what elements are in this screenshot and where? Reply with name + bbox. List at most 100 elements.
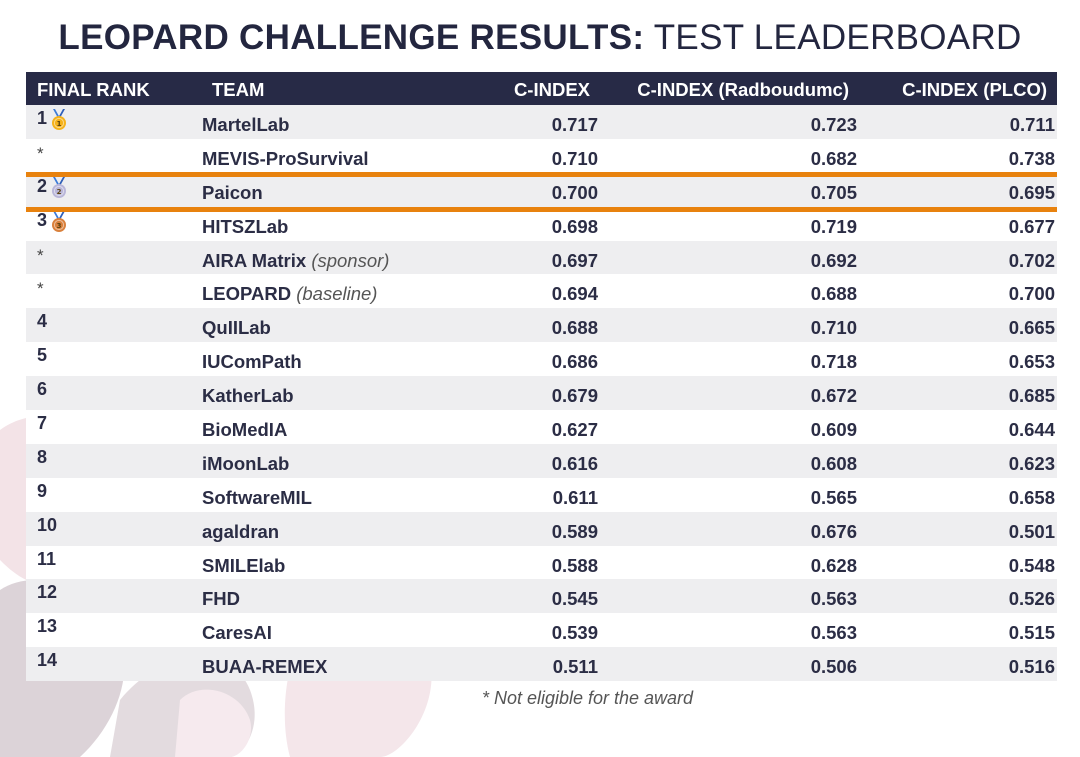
header-team: TEAM [212,79,265,100]
cindex-plco-value: 0.702 [1008,249,1055,271]
cindex-value: 0.686 [551,351,598,373]
rank-cell: 11 [37,549,56,570]
footnote: * Not eligible for the award [481,688,694,708]
team-cell: IUComPath [202,351,302,373]
team-cell: BUAA-REMEX [202,656,327,678]
header-cindex-radboudumc: C-INDEX (Radboudumc) [637,79,849,100]
team-name: MEVIS-ProSurvival [202,147,369,169]
svg-text:2: 2 [57,188,62,196]
rank-cell: 7 [37,413,47,434]
team-note: (baseline) [296,283,378,305]
rank-value: 12 [37,582,58,603]
cindex-value: 0.588 [551,554,598,576]
cindex-value: 0.539 [551,622,598,644]
cindex-radboudumc-value: 0.608 [810,452,857,474]
table-row: 2 2 Paicon 0.700 0.705 0.695 [26,172,1057,207]
cindex-plco-value: 0.515 [1008,622,1055,644]
team-cell: SMILElab [202,555,285,577]
table-row: * MEVIS-ProSurvival 0.710 0.682 0.738 [26,138,1057,173]
cindex-plco-value: 0.700 [1008,283,1055,305]
team-name: QuIILab [202,317,271,339]
table-row: 11 SMILElab 0.588 0.628 0.548 [26,545,1057,580]
cindex-plco-value: 0.677 [1008,215,1055,237]
rank-value: * [37,143,44,163]
team-cell: KatherLab [202,385,294,407]
cindex-plco-value: 0.653 [1008,351,1055,373]
leopard-spot-shape [175,689,251,757]
team-cell: QuIILab [202,317,271,339]
rank-cell: 9 [37,481,47,502]
table-row: 14 BUAA-REMEX 0.511 0.506 0.516 [26,647,1057,682]
table-row: 13 CaresAI 0.539 0.563 0.515 [26,613,1057,648]
cindex-plco-value: 0.526 [1008,588,1055,610]
team-name: agaldran [202,520,280,542]
team-name: AIRA Matrix [202,249,307,271]
rank-cell: 4 [37,311,47,332]
team-cell: MEVIS-ProSurvival [202,148,369,170]
table-row: 12 FHD 0.545 0.563 0.526 [26,579,1057,614]
table-body: 1 1 MartelLab 0.717 0.723 0.711 * MEVIS-ProSurv… [26,105,1057,682]
rank-cell: 12 [37,582,57,603]
team-cell: CaresAI [202,622,272,644]
table-row: 5 IUComPath 0.686 0.718 0.653 [26,342,1057,377]
cindex-value: 0.679 [551,385,598,407]
cindex-plco-value: 0.665 [1008,317,1055,339]
cindex-radboudumc-value: 0.682 [810,147,857,169]
table-row: 3 3 HITSZLab 0.698 0.719 0.677 [26,206,1057,241]
highlight-line-bottom [26,207,1057,212]
cindex-value: 0.697 [551,249,598,271]
team-name: IUComPath [202,351,302,373]
cindex-radboudumc-value: 0.563 [810,622,857,644]
cindex-value: 0.688 [551,317,598,339]
title-light: TEST LEADERBOARD [653,18,1022,57]
team-cell: LEOPARD (baseline) [202,283,377,305]
cindex-radboudumc-value: 0.705 [810,181,857,203]
rank-value: 3 [37,209,48,230]
cindex-radboudumc-value: 0.692 [810,249,857,271]
rank-value: 14 [37,650,58,671]
cindex-radboudumc-value: 0.506 [810,656,857,678]
page-title: LEOPARD CHALLENGE RESULTS: TEST LEADERBO… [0,18,1080,58]
rank-value: 5 [37,345,48,366]
rank-value: 2 [37,175,48,196]
header-rank: FINAL RANK [37,79,150,100]
cindex-value: 0.710 [551,147,598,169]
rank-value: * [37,245,44,265]
header-cindex-plco: C-INDEX (PLCO) [902,79,1047,100]
cindex-radboudumc-value: 0.563 [810,588,857,610]
bronze-medal-icon: 3 [47,210,68,232]
rank-cell: * [37,246,44,266]
cindex-plco-value: 0.738 [1008,147,1055,169]
rank-value: 8 [37,446,48,467]
cindex-plco-value: 0.658 [1008,486,1055,508]
rank-value: 6 [37,379,48,400]
team-name: Paicon [202,181,263,203]
rank-cell: 6 [37,379,47,400]
cindex-plco-value: 0.623 [1008,452,1055,474]
cindex-radboudumc-value: 0.723 [810,114,857,135]
team-cell: AIRA Matrix (sponsor) [202,250,389,272]
team-cell: FHD [202,588,240,610]
cindex-radboudumc-value: 0.718 [810,351,857,373]
rank-value: 13 [37,616,58,637]
cindex-value: 0.616 [551,452,598,474]
cindex-value: 0.545 [551,588,598,610]
cindex-radboudumc-value: 0.565 [810,486,857,508]
cindex-value: 0.589 [551,520,598,542]
cindex-value: 0.700 [551,181,598,203]
team-name: LEOPARD [202,283,292,305]
team-cell: agaldran [202,521,279,543]
cindex-value: 0.698 [551,215,598,237]
highlight-line-top [26,172,1057,177]
silver-medal-icon: 2 [47,176,68,198]
cindex-radboudumc-value: 0.688 [810,283,857,305]
cindex-value: 0.717 [551,114,598,135]
team-name: iMoonLab [202,452,290,474]
rank-cell: 5 [37,345,47,366]
cindex-radboudumc-value: 0.719 [810,215,857,237]
cindex-plco-value: 0.548 [1008,554,1055,576]
rank-value: 9 [37,480,48,501]
cindex-plco-value: 0.685 [1008,385,1055,407]
